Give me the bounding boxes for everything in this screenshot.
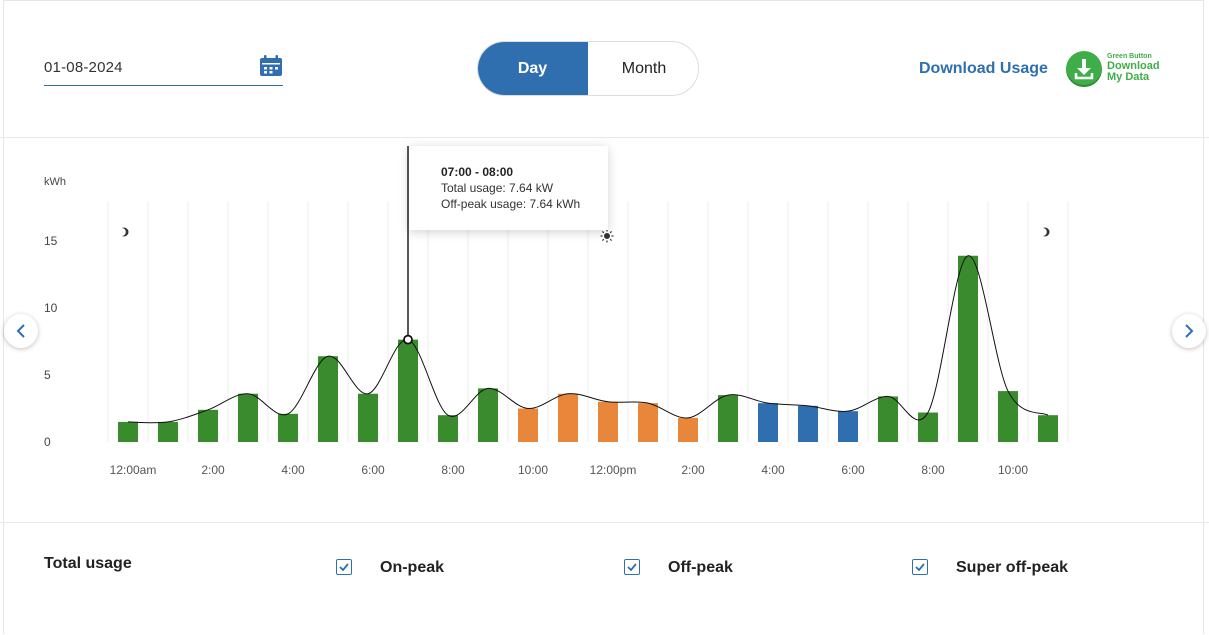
green-button-line2: My Data: [1107, 71, 1150, 83]
legend-bar: Total usage On-peak Off-peak Super off-p…: [0, 522, 1209, 635]
chevron-right-icon: [1185, 324, 1194, 338]
sun-ray: [601, 230, 605, 234]
green-button-download[interactable]: Green Button Download My Data: [1066, 50, 1170, 90]
usage-bar: [438, 415, 458, 442]
usage-bar: [318, 356, 338, 442]
x-tick-label: 6:00: [841, 463, 865, 477]
x-tick-label: 10:00: [998, 463, 1028, 477]
usage-bar: [838, 411, 858, 442]
sun-icon: [604, 233, 610, 239]
super-off-peak-checkbox[interactable]: [912, 559, 928, 575]
usage-bar: [238, 393, 258, 442]
off-peak-label: Off-peak: [668, 559, 733, 576]
moon-icon-cutout: [1038, 228, 1047, 236]
usage-bar: [158, 421, 178, 442]
y-tick-label: 15: [44, 234, 58, 248]
tooltip-title: 07:00 - 08:00: [441, 165, 514, 179]
usage-bar: [518, 408, 538, 442]
date-input[interactable]: 01-08-2024: [44, 52, 283, 86]
check-icon: [339, 563, 349, 572]
usage-chart[interactable]: kWh 0 5 10 15 12:00am 2:00 4:00 6:00 8:00 10:00 12:…: [0, 138, 1209, 522]
usage-bar: [758, 403, 778, 442]
x-tick-label: 8:00: [921, 463, 945, 477]
usage-bar: [958, 255, 978, 442]
date-value: 01-08-2024: [44, 59, 123, 76]
usage-bar: [278, 413, 298, 442]
usage-bar: [998, 391, 1018, 442]
next-day-button[interactable]: [1172, 314, 1206, 348]
usage-bar: [558, 393, 578, 442]
usage-bar: [798, 405, 818, 442]
total-usage-label: Total usage: [44, 555, 132, 572]
usage-bar: [358, 393, 378, 442]
y-tick-label: 5: [44, 368, 51, 382]
calendar-icon[interactable]: [259, 55, 283, 77]
usage-bar: [198, 409, 218, 442]
x-tick-label: 12:00am: [110, 463, 157, 477]
sun-ray: [609, 238, 613, 242]
y-tick-label: 0: [44, 435, 51, 449]
usage-bar: [1038, 415, 1058, 442]
green-button-line1: Download: [1107, 60, 1160, 72]
sun-ray: [609, 230, 613, 234]
usage-bar: [878, 396, 898, 442]
download-icon: [1066, 51, 1102, 87]
chart-tooltip: 07:00 - 08:00 Total usage: 7.64 kW Off-p…: [409, 146, 608, 230]
x-tick-label: 6:00: [361, 463, 385, 477]
x-tick-label: 12:00pm: [590, 463, 637, 477]
previous-day-button[interactable]: [4, 314, 38, 348]
tooltip-off-peak-usage: Off-peak usage: 7.64 kWh: [441, 197, 581, 211]
usage-bar: [478, 388, 498, 442]
usage-toolbar: 01-08-2024 Day Month Download Usage Gree…: [0, 0, 1209, 138]
usage-chart-area: kWh 0 5 10 15 12:00am 2:00 4:00 6:00 8:00 10:00 12:…: [0, 138, 1209, 522]
usage-bar: [718, 395, 738, 442]
sun-ray: [601, 238, 605, 242]
x-tick-label: 4:00: [281, 463, 305, 477]
tooltip-total-usage: Total usage: 7.64 kW: [441, 181, 554, 195]
usage-card: [3, 0, 1204, 634]
y-axis-label: kWh: [44, 176, 66, 188]
x-tick-label: 2:00: [681, 463, 705, 477]
on-peak-label: On-peak: [380, 559, 445, 576]
x-tick-label: 8:00: [441, 463, 465, 477]
green-button-small-text: Green Button: [1107, 53, 1152, 60]
usage-bar: [118, 421, 138, 442]
usage-bar: [678, 417, 698, 442]
x-tick-label: 4:00: [761, 463, 785, 477]
green-button-label: Download My Data: [1107, 61, 1160, 83]
usage-bar: [398, 339, 418, 442]
x-tick-label: 10:00: [518, 463, 548, 477]
super-off-peak-label: Super off-peak: [956, 559, 1069, 576]
x-tick-label: 2:00: [201, 463, 225, 477]
usage-bar: [918, 412, 938, 442]
usage-trend-line: [127, 255, 1049, 424]
highlight-marker: [403, 334, 413, 345]
on-peak-checkbox[interactable]: [336, 559, 352, 575]
y-tick-label: 10: [44, 301, 58, 315]
month-toggle-button[interactable]: Month: [621, 60, 667, 77]
check-icon: [627, 563, 637, 572]
chevron-left-icon: [16, 324, 25, 338]
usage-bar: [638, 403, 658, 442]
usage-bar: [598, 401, 618, 442]
moon-icon-cutout: [117, 228, 126, 236]
day-toggle-button[interactable]: Day: [478, 42, 588, 95]
check-icon: [915, 563, 925, 572]
off-peak-checkbox[interactable]: [624, 559, 640, 575]
download-usage-link[interactable]: Download Usage: [919, 60, 1048, 77]
period-toggle: Day Month: [477, 41, 699, 96]
